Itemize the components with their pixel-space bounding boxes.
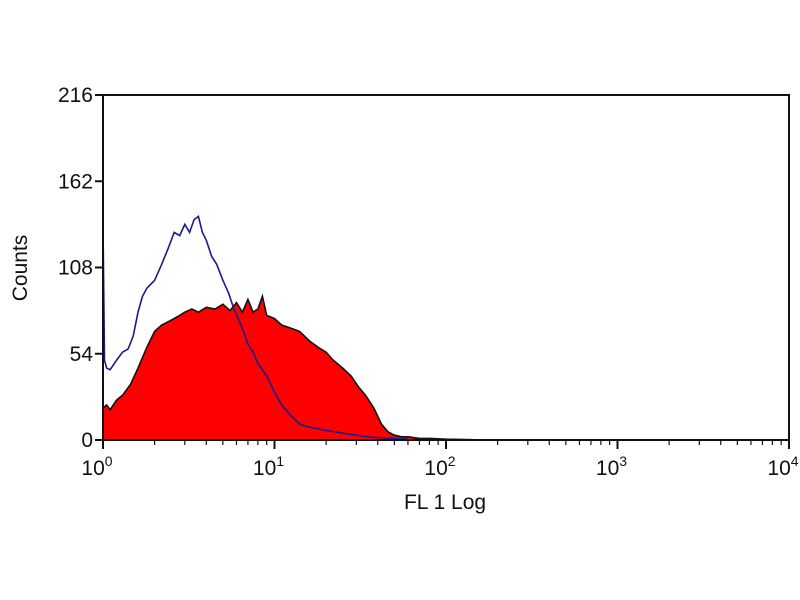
- x-tick-label: 104: [767, 453, 798, 480]
- filled-histogram-area: [103, 296, 486, 440]
- filled-histogram-outline: [102, 293, 486, 441]
- x-tick-label: 102: [424, 453, 455, 480]
- y-tick-label: 108: [58, 257, 93, 280]
- x-tick-label: 101: [253, 453, 284, 480]
- x-axis-ticks: 100 101 102 103 104: [81, 440, 799, 480]
- y-tick-label: 162: [58, 170, 93, 193]
- x-axis-label: FL 1 Log: [404, 491, 486, 514]
- y-tick-label: 216: [58, 84, 93, 107]
- x-tick-label: 103: [596, 453, 627, 480]
- y-tick-label: 0: [81, 429, 93, 452]
- series-layer: [102, 215, 486, 441]
- y-axis-label: Counts: [9, 235, 32, 302]
- y-axis-ticks: 0 54 108 162 216: [58, 84, 103, 452]
- overlay-histogram-line: [102, 215, 409, 440]
- y-tick-label: 54: [70, 343, 94, 366]
- x-tick-label: 100: [81, 453, 112, 480]
